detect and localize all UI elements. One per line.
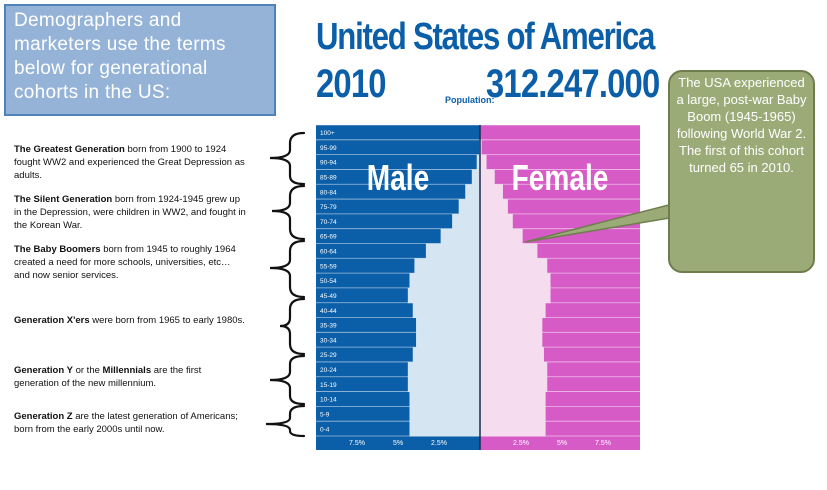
age-label: 45-49 [320,293,337,300]
male-bar [472,169,480,184]
male-bar [408,288,480,303]
male-bar [416,318,480,333]
x-tick-label: 5% [557,440,567,447]
x-tick-label: 2.5% [431,440,447,447]
female-bar [480,347,544,362]
age-label: 10-14 [320,397,337,404]
male-bar [441,229,480,244]
age-label: 75-79 [320,204,337,211]
age-label: 40-44 [320,308,337,315]
age-label: 35-39 [320,323,337,330]
male-bar [459,199,480,214]
age-label: 85-89 [320,174,337,181]
female-bar [480,214,513,229]
female-bar [480,318,542,333]
female-bar [480,288,551,303]
female-bar [480,199,508,214]
age-label: 55-59 [320,263,337,270]
male-bar [413,303,480,318]
male-bar [409,273,480,288]
female-bar [480,303,546,318]
female-bar [480,258,547,273]
age-label: 60-64 [320,249,337,256]
male-bar [465,184,480,199]
female-bar [480,406,546,421]
age-label: 25-29 [320,352,337,359]
x-tick-label: 2.5% [513,440,529,447]
age-label: 0-4 [320,426,330,433]
female-bar [480,169,495,184]
female-bar [480,332,542,347]
female-bar [480,421,546,436]
female-bar [480,377,547,392]
female-bar [480,392,546,407]
male-bar [413,347,480,362]
age-label: 100+ [320,130,335,137]
age-label: 80-84 [320,189,337,196]
male-label: Male [367,158,429,198]
female-bar [480,243,537,258]
male-bar [452,214,480,229]
female-bar [480,273,551,288]
baby-boom-callout: The USA experienced a large, post-war Ba… [668,70,815,273]
x-tick-label: 7.5% [595,440,611,447]
male-bar [409,392,480,407]
male-bar [409,406,480,421]
male-bar [426,243,480,258]
age-label: 15-19 [320,382,337,389]
age-label: 30-34 [320,337,337,344]
female-bar [480,184,503,199]
age-label: 95-99 [320,145,337,152]
x-tick-label: 5% [393,440,403,447]
male-bar [414,258,480,273]
age-label: 5-9 [320,411,330,418]
age-label: 90-94 [320,160,337,167]
age-label: 65-69 [320,234,337,241]
male-bar [408,362,480,377]
age-label: 20-24 [320,367,337,374]
age-label: 50-54 [320,278,337,285]
age-label: 70-74 [320,219,337,226]
male-bar [409,421,480,436]
female-bar [480,362,547,377]
x-tick-label: 7.5% [349,440,365,447]
male-bar [408,377,480,392]
female-bar [480,229,523,244]
female-label: Female [512,158,609,198]
female-bar [480,155,487,170]
male-bar [416,332,480,347]
